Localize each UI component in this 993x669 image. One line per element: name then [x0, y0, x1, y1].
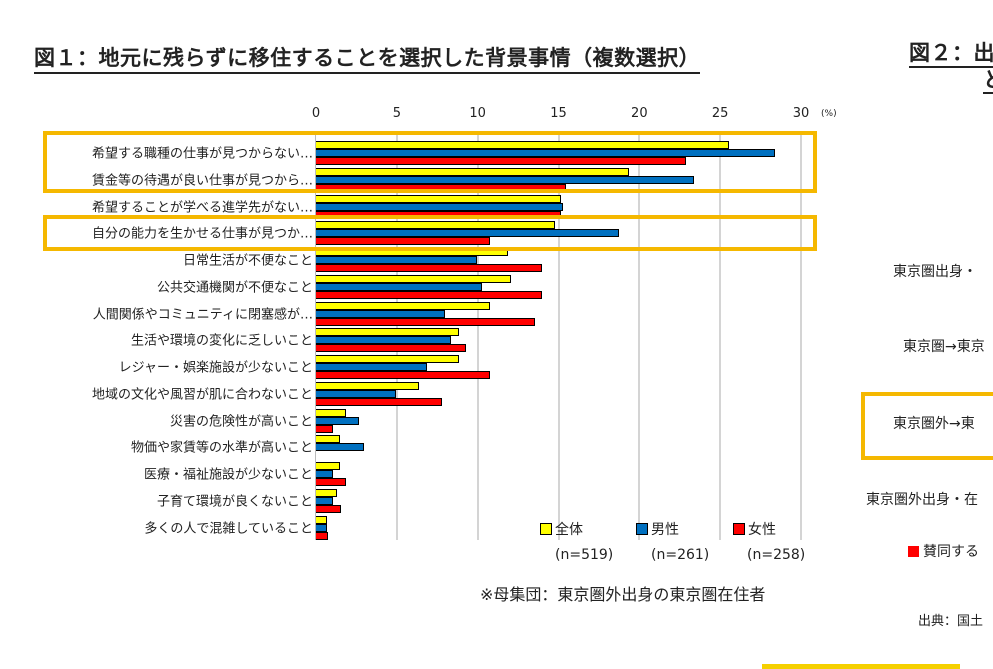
- legend-label-male: 男性: [651, 522, 679, 538]
- legend-item-male: 男性: [636, 519, 679, 539]
- bar-female: [316, 504, 342, 513]
- figure2-source: 出典：国土: [918, 614, 984, 629]
- bar-all: [316, 328, 460, 337]
- category-label: 生活や環境の変化に乏しいこと: [130, 333, 313, 349]
- bar-male: [316, 229, 620, 238]
- bar-male: [316, 496, 334, 505]
- bar-female: [316, 478, 347, 486]
- bar-female: [316, 210, 562, 219]
- bar-male: [316, 389, 397, 398]
- legend-label-female: 女性: [748, 522, 776, 538]
- bar-male: [316, 416, 360, 425]
- bar-male: [316, 443, 364, 452]
- category-label: 公共交通機関が不便なこと: [156, 280, 313, 296]
- sample-size-male: (n=261): [651, 547, 710, 563]
- legend-swatch-all: [540, 523, 552, 535]
- footnote: ※母集団：東京圏外出身の東京圏在住者: [480, 585, 766, 604]
- bar-all: [316, 167, 630, 176]
- bar-male: [316, 149, 775, 157]
- category-label: 物価や家賃等の水準が高いこと: [130, 440, 313, 456]
- category-label: 賃金等の待遇が良い仕事が見つから…: [91, 173, 313, 189]
- bar-all: [316, 141, 730, 149]
- bar-female: [316, 371, 491, 379]
- figure2-legend-label: 賛同する: [923, 544, 979, 560]
- figure2-legend-swatch: [908, 546, 919, 557]
- y-axis: [315, 132, 316, 540]
- figure2-label: 東京圏外出身・在: [866, 492, 978, 508]
- figure2-label: 東京圏→東京: [903, 339, 985, 355]
- bar-all: [316, 221, 555, 230]
- category-label: 日常生活が不便なこと: [182, 253, 313, 269]
- bar-all: [316, 408, 347, 417]
- x-tick-label: 15: [550, 106, 567, 121]
- x-tick-label: 20: [631, 106, 648, 121]
- category-label: 子育て環境が良くないこと: [156, 494, 313, 510]
- bar-male: [316, 336, 452, 345]
- bar-female: [316, 157, 686, 165]
- bar-male: [316, 363, 428, 371]
- category-label: 地域の文化や風習が肌に合わないこと: [91, 387, 313, 403]
- bar-male: [316, 175, 694, 184]
- bar-female: [316, 317, 536, 326]
- bar-female: [316, 237, 491, 246]
- figure2-title-line2: と: [983, 68, 993, 94]
- bar-all: [316, 515, 327, 524]
- bar-female: [316, 264, 542, 272]
- sample-size-female: (n=258): [747, 547, 806, 563]
- chart-title: 図１：地元に残らずに移住することを選択した背景事情（複数選択）: [34, 44, 701, 74]
- sample-size-all: (n=519): [555, 547, 614, 563]
- bar-female: [316, 424, 334, 433]
- x-tick-label: 10: [469, 106, 486, 121]
- bar-female: [316, 531, 329, 540]
- legend-swatch-female: [733, 523, 745, 535]
- category-label: 希望することが学べる進学先がない…: [91, 200, 313, 215]
- legend-label-all: 全体: [555, 522, 583, 538]
- gridline: [557, 132, 560, 540]
- gridline: [476, 132, 479, 540]
- category-label: レジャー・娯楽施設が少ないこと: [118, 360, 313, 376]
- bar-all: [316, 248, 508, 256]
- bar-female: [316, 290, 542, 299]
- gridline: [800, 132, 802, 540]
- figure2-label: 東京圏外→東: [893, 416, 975, 432]
- bar-male: [316, 309, 445, 318]
- category-label: 人間関係やコミュニティに閉塞感が…: [92, 307, 313, 322]
- bar-male: [316, 202, 563, 211]
- decorative-bar: [762, 664, 960, 669]
- unit-label: (%): [821, 109, 837, 119]
- bar-all: [316, 488, 337, 497]
- legend-item-all: 全体: [540, 519, 583, 539]
- x-tick-label: 5: [392, 106, 401, 121]
- bar-all: [316, 194, 562, 203]
- category-label: 自分の能力を生かせる仕事が見つか…: [91, 226, 313, 242]
- bar-male: [316, 470, 334, 478]
- bar-male: [316, 282, 483, 291]
- figure2-legend: 賛同する: [908, 541, 979, 561]
- category-label: 希望する職種の仕事が見つからない…: [91, 146, 313, 162]
- bar-female: [316, 397, 442, 406]
- figure2-label: 東京圏出身・: [893, 264, 977, 280]
- x-tick-label: 30: [792, 106, 810, 121]
- legend-swatch-male: [636, 523, 648, 535]
- legend-item-female: 女性: [733, 519, 776, 539]
- x-tick-label: 25: [711, 106, 729, 121]
- bar-all: [316, 435, 340, 444]
- bar-female: [316, 344, 466, 353]
- x-tick-label: 0: [311, 106, 321, 121]
- bar-all: [316, 462, 340, 470]
- figure2-title: 図２：出: [909, 40, 993, 68]
- bar-male: [316, 256, 478, 264]
- bar-all: [316, 301, 491, 310]
- bar-male: [316, 523, 327, 532]
- category-label: 多くの人で混雑していること: [144, 521, 313, 536]
- category-label: 災害の危険性が高いこと: [169, 414, 313, 429]
- bar-all: [316, 274, 512, 283]
- gridline: [719, 132, 722, 540]
- bar-all: [316, 355, 460, 363]
- bar-female: [316, 183, 567, 192]
- bar-all: [316, 381, 419, 390]
- gridline: [638, 132, 641, 540]
- category-label: 医療・福祉施設が少ないこと: [143, 467, 313, 483]
